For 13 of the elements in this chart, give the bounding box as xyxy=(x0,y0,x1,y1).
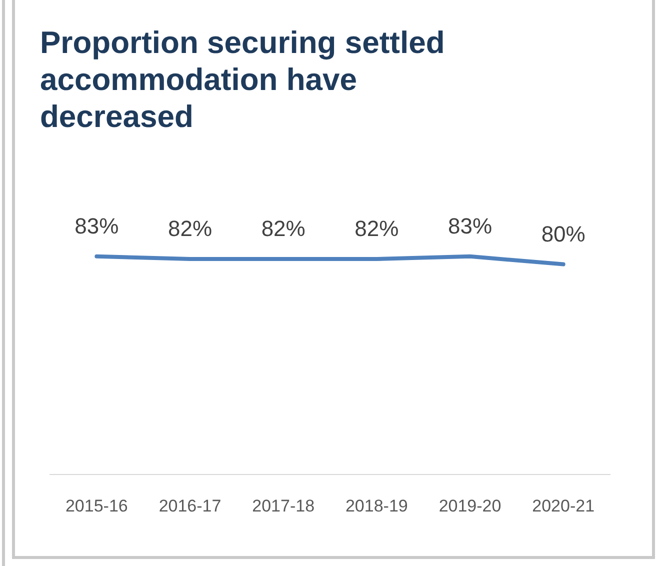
data-label: 83% xyxy=(74,213,119,238)
x-tick-label: 2018-19 xyxy=(345,496,408,516)
chart-title: Proportion securing settled accommodation have decreased xyxy=(40,24,446,135)
x-tick-label: 2017-18 xyxy=(252,496,315,516)
x-tick-label: 2019-20 xyxy=(438,496,502,516)
data-label: 82% xyxy=(261,216,306,242)
x-tick-label: 2015-16 xyxy=(65,496,128,516)
x-tick-label: 2020-21 xyxy=(532,496,595,516)
data-label: 80% xyxy=(541,221,586,246)
data-label: 82% xyxy=(354,216,399,242)
x-tick-label: 2016-17 xyxy=(158,496,222,516)
data-label: 83% xyxy=(448,213,492,238)
data-label: 82% xyxy=(168,216,212,242)
